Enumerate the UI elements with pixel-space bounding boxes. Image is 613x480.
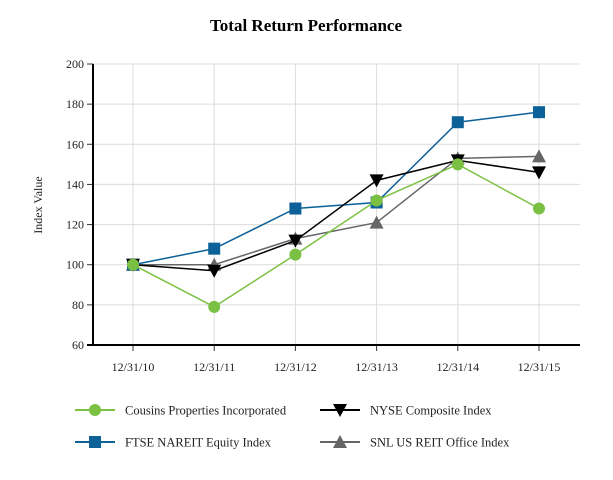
data-point <box>533 202 545 215</box>
data-point <box>532 166 546 180</box>
legend-marker-circle-icon <box>89 404 101 416</box>
data-point <box>369 215 384 229</box>
series-nyse-composite-index <box>126 154 546 278</box>
legend-item: Cousins Properties Incorporated <box>75 404 287 418</box>
x-tick-label: 12/31/12 <box>274 360 317 374</box>
gridlines <box>93 63 580 345</box>
legend-item: NYSE Composite Index <box>320 404 492 418</box>
legend-item: SNL US REIT Office Index <box>320 435 510 450</box>
data-point <box>451 116 464 129</box>
y-tick-label: 80 <box>72 298 84 312</box>
data-point <box>127 258 139 271</box>
series-ftse-nareit-equity-index <box>127 106 545 271</box>
series-line <box>133 155 540 266</box>
y-tick-label: 60 <box>72 338 84 352</box>
y-tick-label: 120 <box>66 218 84 232</box>
x-tick-labels: 12/31/10 12/31/11 12/31/12 12/31/13 12/31/14… <box>112 360 561 374</box>
data-point <box>370 194 383 207</box>
y-tick-label: 180 <box>66 97 84 111</box>
legend-marker-triangle-up-icon <box>333 435 347 448</box>
chart-title: Total Return Performance <box>210 16 402 35</box>
y-tick-label: 100 <box>66 258 84 272</box>
data-point <box>532 149 546 163</box>
series-line <box>132 163 540 308</box>
y-tick-labels: 60 80 100 120 140 160 180 200 <box>66 57 84 352</box>
data-point <box>289 248 302 261</box>
y-tick-label: 140 <box>66 177 84 191</box>
data-point <box>289 202 302 215</box>
y-tick-label: 160 <box>66 137 84 151</box>
legend-label: Cousins Properties Incorporated <box>125 404 287 418</box>
series-cousins-properties-incorporated <box>127 158 545 313</box>
y-axis-label: Index Value <box>31 176 45 233</box>
data-point <box>533 106 545 119</box>
legend-label: SNL US REIT Office Index <box>370 436 510 450</box>
data-point <box>208 242 221 255</box>
x-tick-label: 12/31/15 <box>518 360 561 374</box>
x-tick-label: 12/31/13 <box>355 360 398 374</box>
series-line <box>132 111 540 266</box>
legend-marker-square-icon <box>89 436 101 448</box>
data-point <box>208 300 221 313</box>
x-tick-label: 12/31/14 <box>436 360 479 374</box>
data-point <box>207 264 222 278</box>
data-point <box>369 174 384 188</box>
y-tick-label: 200 <box>66 57 84 71</box>
x-tick-label: 12/31/10 <box>112 360 155 374</box>
axes <box>87 63 580 351</box>
legend-marker-triangle-down-icon <box>333 404 347 417</box>
data-point <box>288 234 303 248</box>
legend-item: FTSE NAREIT Equity Index <box>75 436 272 450</box>
legend-label: FTSE NAREIT Equity Index <box>125 436 272 450</box>
legend: Cousins Properties Incorporated NYSE Comp… <box>75 404 510 450</box>
x-tick-label: 12/31/11 <box>193 360 235 374</box>
series-group <box>126 106 546 313</box>
series-line <box>132 159 540 272</box>
data-point <box>451 158 464 171</box>
legend-label: NYSE Composite Index <box>370 404 492 418</box>
